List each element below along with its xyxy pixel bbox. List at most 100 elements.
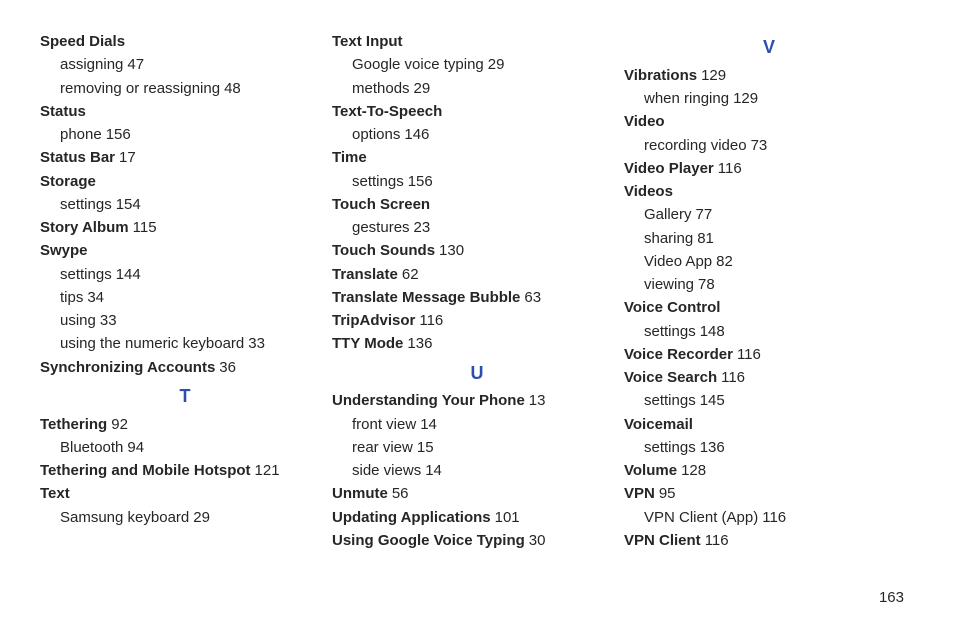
page-reference: 92 [111,416,128,433]
index-topic[interactable]: Speed Dials [40,30,330,53]
subtopic-label: Google voice typing [352,56,484,73]
index-topic[interactable]: Volume128 [624,459,914,482]
topic-label: TTY Mode [332,335,403,352]
index-subtopic[interactable]: settings148 [624,320,914,343]
topic-label: Text-To-Speech [332,103,442,120]
subtopic-label: settings [352,173,404,190]
index-subtopic[interactable]: options146 [332,123,622,146]
index-subtopic[interactable]: settings156 [332,170,622,193]
topic-label: Swype [40,242,88,259]
subtopic-label: side views [352,462,421,479]
subtopic-label: front view [352,416,416,433]
index-topic[interactable]: VPN95 [624,482,914,505]
page-reference: 144 [116,266,141,283]
index-topic[interactable]: Using Google Voice Typing30 [332,529,622,552]
index-subtopic[interactable]: phone156 [40,123,330,146]
index-topic[interactable]: Translate62 [332,263,622,286]
page-reference: 116 [718,160,742,177]
index-topic[interactable]: Synchronizing Accounts36 [40,356,330,379]
index-subtopic[interactable]: side views14 [332,459,622,482]
index-subtopic[interactable]: gestures23 [332,216,622,239]
page-reference: 116 [737,346,761,363]
page-reference: 129 [733,90,758,107]
index-topic[interactable]: Storage [40,170,330,193]
index-subtopic[interactable]: removing or reassigning48 [40,77,330,100]
index-subtopic[interactable]: rear view15 [332,436,622,459]
topic-label: Status [40,103,86,120]
index-subtopic[interactable]: Bluetooth94 [40,436,330,459]
index-topic[interactable]: TripAdvisor116 [332,309,622,332]
index-topic[interactable]: TTY Mode136 [332,332,622,355]
index-topic[interactable]: Voicemail [624,413,914,436]
index-subtopic[interactable]: Google voice typing29 [332,53,622,76]
page-reference: 156 [106,126,131,143]
page-reference: 146 [404,126,429,143]
index-subtopic[interactable]: front view14 [332,413,622,436]
index-subtopic[interactable]: settings154 [40,193,330,216]
index-letter: V [624,34,914,62]
index-topic[interactable]: Unmute56 [332,482,622,505]
index-subtopic[interactable]: Gallery77 [624,203,914,226]
page-reference: 63 [524,289,541,306]
page-reference: 128 [681,462,706,479]
index-topic[interactable]: Tethering92 [40,413,330,436]
index-subtopic[interactable]: methods29 [332,77,622,100]
index-topic[interactable]: Touch Sounds130 [332,239,622,262]
index-subtopic[interactable]: viewing78 [624,273,914,296]
subtopic-label: Samsung keyboard [60,509,189,526]
index-topic[interactable]: Text Input [332,30,622,53]
index-topic[interactable]: Time [332,146,622,169]
index-subtopic[interactable]: using33 [40,309,330,332]
index-subtopic[interactable]: tips34 [40,286,330,309]
index-subtopic[interactable]: assigning47 [40,53,330,76]
subtopic-label: recording video [644,137,747,154]
index-topic[interactable]: Voice Control [624,296,914,319]
index-topic[interactable]: Vibrations129 [624,64,914,87]
subtopic-label: removing or reassigning [60,80,220,97]
index-topic[interactable]: Video [624,110,914,133]
index-topic[interactable]: Video Player116 [624,157,914,180]
topic-label: Voice Search [624,369,717,386]
index-topic[interactable]: Text [40,482,330,505]
topic-label: Translate [332,266,398,283]
index-subtopic[interactable]: settings144 [40,263,330,286]
index-topic[interactable]: Translate Message Bubble63 [332,286,622,309]
index-topic[interactable]: Voice Search116 [624,366,914,389]
index-subtopic[interactable]: using the numeric keyboard33 [40,332,330,355]
index-subtopic[interactable]: Samsung keyboard29 [40,506,330,529]
subtopic-label: methods [352,80,410,97]
page-reference: 121 [255,462,280,479]
index-topic[interactable]: Voice Recorder116 [624,343,914,366]
page-reference: 115 [133,219,157,236]
index-topic[interactable]: Swype [40,239,330,262]
index-topic[interactable]: VPN Client116 [624,529,914,552]
index-topic[interactable]: Text-To-Speech [332,100,622,123]
index-subtopic[interactable]: settings145 [624,389,914,412]
page-reference: 47 [127,56,144,73]
page-reference: 154 [116,196,141,213]
index-topic[interactable]: Status [40,100,330,123]
topic-label: Video [624,113,665,130]
index-subtopic[interactable]: Video App82 [624,250,914,273]
page-reference: 36 [219,359,236,376]
index-topic[interactable]: Tethering and Mobile Hotspot121 [40,459,330,482]
index-topic[interactable]: Story Album115 [40,216,330,239]
index-topic[interactable]: Updating Applications101 [332,506,622,529]
page-reference: 136 [700,439,725,456]
page-reference: 56 [392,485,409,502]
index-subtopic[interactable]: settings136 [624,436,914,459]
index-topic[interactable]: Touch Screen [332,193,622,216]
topic-label: Video Player [624,160,714,177]
index-page: Speed Dialsassigning47removing or reassi… [0,0,954,636]
page-reference: 148 [700,323,725,340]
index-subtopic[interactable]: when ringing129 [624,87,914,110]
index-topic[interactable]: Videos [624,180,914,203]
index-topic[interactable]: Understanding Your Phone13 [332,389,622,412]
index-subtopic[interactable]: recording video73 [624,134,914,157]
page-reference: 48 [224,80,241,97]
index-subtopic[interactable]: sharing81 [624,227,914,250]
index-topic[interactable]: Status Bar17 [40,146,330,169]
index-subtopic[interactable]: VPN Client (App)116 [624,506,914,529]
page-reference: 62 [402,266,419,283]
page-reference: 130 [439,242,464,259]
